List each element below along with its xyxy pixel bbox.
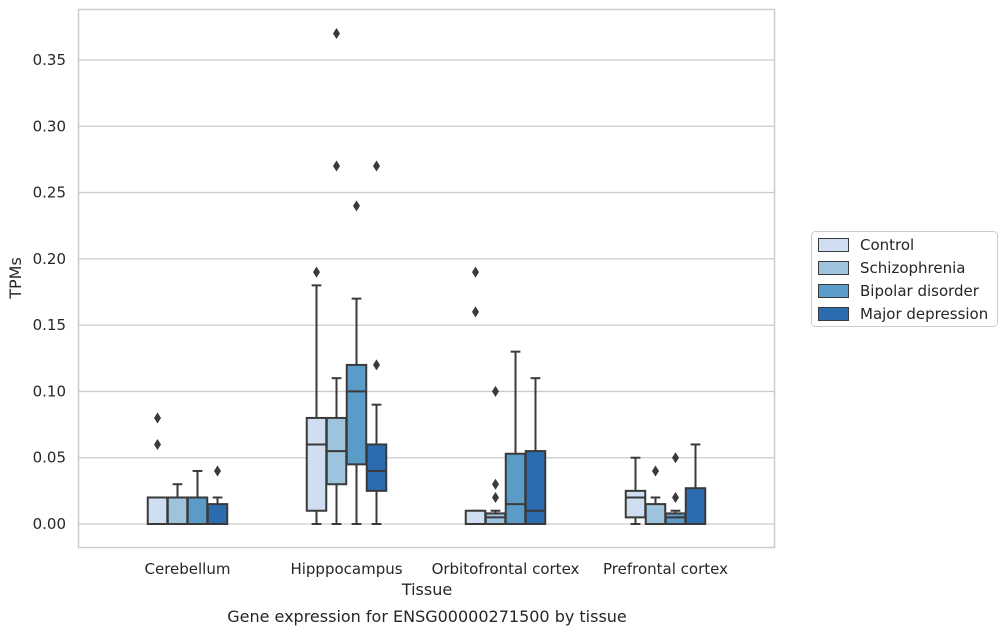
box-1-3 [644, 465, 667, 526]
y-axis-ticks: 0.00 0.05 0.10 0.15 0.20 0.25 0.30 0.35 [33, 51, 66, 533]
box-iqr [524, 450, 547, 526]
box-iqr [664, 512, 687, 526]
outlier-point [214, 465, 221, 477]
y-tick-label: 0.30 [33, 117, 66, 135]
outlier-point [353, 200, 360, 212]
x-axis-ticks: Cerebellum Hipppocampus Orbitofrontal cort… [145, 560, 729, 578]
box-plot-boxes [146, 27, 707, 526]
legend-swatch [818, 238, 849, 252]
legend-frame [811, 231, 998, 327]
x-axis-title: Tissue [401, 580, 452, 599]
legend-label: Major depression [860, 305, 988, 323]
outlier-point [492, 385, 499, 397]
box-2-1 [345, 200, 368, 525]
box-iqr [624, 489, 647, 519]
x-tick-label: Hipppocampus [290, 560, 402, 578]
outlier-point [313, 266, 320, 278]
x-tick-label: Cerebellum [145, 560, 231, 578]
y-tick-label: 0.20 [33, 250, 66, 268]
outlier-point [154, 438, 161, 450]
y-axis-title: TPMs [6, 257, 25, 300]
box-0-0 [146, 412, 169, 526]
legend-swatch [818, 284, 849, 298]
box-2-2 [504, 350, 527, 526]
box-iqr [206, 503, 229, 526]
box-iqr [166, 496, 189, 526]
outlier-point [492, 491, 499, 503]
legend-label: Bipolar disorder [860, 282, 980, 300]
plot-frame [77, 8, 776, 549]
y-tick-label: 0.10 [33, 382, 66, 400]
legend-swatch [818, 307, 849, 321]
box-3-1 [365, 160, 388, 525]
outlier-point [672, 452, 679, 464]
y-tick-label: 0.35 [33, 51, 66, 69]
box-1-2 [484, 385, 507, 526]
box-iqr [345, 363, 368, 466]
box-iqr [644, 503, 667, 526]
outlier-point [373, 160, 380, 172]
outlier-point [373, 359, 380, 371]
box-0-3 [624, 456, 647, 525]
outlier-point [333, 27, 340, 39]
outlier-point [154, 412, 161, 424]
box-iqr [464, 509, 487, 526]
y-tick-label: 0.05 [33, 449, 66, 467]
box-3-2 [524, 377, 547, 526]
box-2-0 [186, 469, 209, 526]
box-iqr [186, 496, 209, 526]
x-tick-label: Prefrontal cortex [603, 560, 728, 578]
box-3-3 [684, 443, 707, 526]
outlier-point [472, 306, 479, 318]
y-tick-label: 0.25 [33, 184, 66, 202]
y-tick-label: 0.00 [33, 515, 66, 533]
y-tick-label: 0.15 [33, 316, 66, 334]
x-tick-label: Orbitofrontal cortex [432, 560, 580, 578]
box-iqr [146, 496, 169, 526]
box-iqr [484, 512, 507, 526]
box-0-2 [464, 266, 487, 526]
outlier-point [492, 478, 499, 490]
box-3-0 [206, 465, 229, 526]
outlier-point [472, 266, 479, 278]
legend-swatch [818, 261, 849, 275]
chart-caption: Gene expression for ENSG00000271500 by t… [227, 607, 627, 626]
outlier-point [333, 160, 340, 172]
legend-label: Control [860, 236, 914, 254]
outlier-point [672, 491, 679, 503]
box-iqr [504, 452, 527, 526]
box-iqr [684, 487, 707, 526]
box-1-0 [166, 483, 189, 526]
legend: Control Schizophrenia Bipolar disorder Majo… [811, 231, 998, 327]
box-iqr [305, 416, 328, 512]
box-iqr [365, 443, 388, 492]
legend-label: Schizophrenia [860, 259, 965, 277]
outlier-point [652, 465, 659, 477]
